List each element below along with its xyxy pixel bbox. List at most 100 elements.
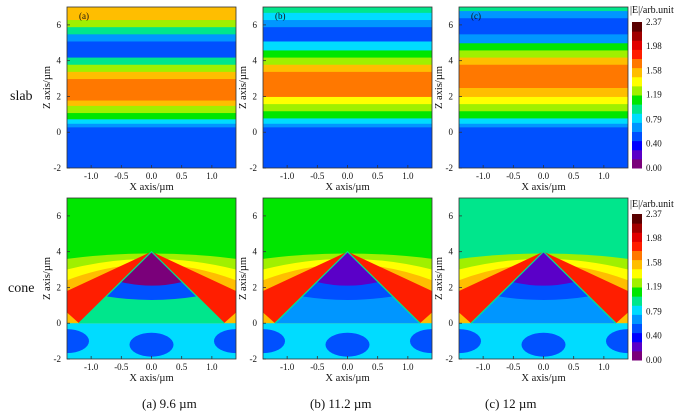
colorbar-tick-label: 1.58 [646,66,662,76]
colorbar-segment [632,350,642,361]
colorbar-segment [632,31,642,41]
panel-label: (c) [471,11,481,21]
y-axis-label: Z axis/µm [42,66,53,109]
field-substrate-minimum [606,329,628,354]
field-band [459,7,628,12]
colorbar-tick-label: 0.00 [646,163,662,173]
field-band [67,118,236,124]
field-band [459,57,628,65]
field-substrate-minimum [521,332,566,357]
y-tick-label: 6 [449,20,454,30]
y-tick-label: 0 [449,318,454,328]
field-band [459,33,628,44]
x-tick-label: 0.5 [372,362,384,372]
field-band [263,19,432,28]
colorbar-tick-label: 0.79 [646,306,662,316]
field-band [459,126,628,168]
y-axis-label: Z axis/µm [238,66,249,109]
field-band [459,96,628,105]
colorbar-segment [632,305,642,315]
x-tick-label: 0.0 [146,171,158,181]
plot-cone-c: -1.0 -0.5 0.0 0.5 1.0 -2 0 2 4 6 X axis/µm Z axis/µ… [434,197,629,384]
y-tick-label: -2 [250,354,258,364]
colorbar-segment [632,241,642,251]
field-band [263,33,432,42]
x-tick-label: 1.0 [206,171,218,181]
field-band [459,64,628,88]
colorbar-title-bottom: |E|/arb.unit [630,199,674,210]
x-axis-label: X axis/µm [129,182,173,193]
colorbar-segment [632,76,642,87]
field-band [263,64,432,72]
y-axis-label: Z axis/µm [434,257,445,300]
y-tick-label: 6 [57,20,62,30]
field-band [263,110,432,119]
y-tick-label: 2 [449,282,454,292]
colorbar-segment [632,40,642,50]
colorbar-segment [632,85,642,96]
y-tick-label: 4 [253,247,258,257]
y-tick-label: 0 [253,127,258,137]
y-tick-label: 0 [57,318,62,328]
field-band [459,110,628,119]
caption-a: (a) 9.6 µm [142,396,197,411]
x-axis-label: X axis/µm [129,373,173,384]
colorbar-segment [632,287,642,297]
colorbar-segment [632,140,642,151]
field-band [67,19,236,28]
field-flank-right [543,251,628,324]
colorbar-tick-label: 2.37 [646,17,662,27]
field-substrate-minimum [459,329,481,354]
x-axis-label: X axis/µm [325,373,369,384]
colorbar-segment [632,296,642,306]
cone-edge [78,250,225,324]
colorbar-tick-label: 0.79 [646,114,662,124]
field-band [67,57,236,65]
colorbar-tick-label: 1.98 [646,233,662,243]
y-tick-label: -2 [446,163,454,173]
y-tick-label: -2 [446,354,454,364]
cone-edge [470,250,617,324]
caption-b: (b) 11.2 µm [310,396,372,411]
cone-tip-minimum [317,251,378,286]
x-tick-label: 0.0 [342,362,354,372]
cone-tip-minimum [513,251,574,286]
x-tick-label: -1.0 [476,171,491,181]
y-tick-label: 6 [57,211,62,221]
y-tick-label: -2 [250,163,258,173]
y-tick-label: 2 [57,282,62,292]
x-tick-label: 1.0 [402,171,414,181]
x-tick-label: -0.5 [114,171,129,181]
x-tick-label: -1.0 [476,362,491,372]
plot-cone-b: -1.0 -0.5 0.0 0.5 1.0 -2 0 2 4 6 X axis/µm Z axis/µ… [238,197,433,384]
plot-slab-c: -1.0 -0.5 0.0 0.5 1.0 -2 0 2 4 6 X axis/µm Z axis/µ… [434,6,629,193]
x-tick-label: 0.0 [538,362,550,372]
caption-c: (c) 12 µm [485,396,537,411]
plot-cone-a: -1.0 -0.5 0.0 0.5 1.0 -2 0 2 4 6 X axis/µm Z axis/µ… [42,197,237,384]
field-band [67,112,236,120]
colorbar-segment [632,314,642,324]
field-band [459,17,628,35]
field-band [67,105,236,114]
x-axis-label: X axis/µm [521,373,565,384]
y-tick-label: 2 [253,91,258,101]
x-tick-label: 0.5 [568,171,580,181]
field-flank-left [67,251,152,324]
colorbar-tick-label: 0.00 [646,355,662,365]
field-substrate-minimum [214,329,236,354]
colorbar-segment [632,268,642,279]
colorbar-tick-label: 0.40 [646,330,662,340]
field-band [67,33,236,42]
field-band [459,10,628,19]
field-band [67,123,236,128]
y-tick-label: 0 [57,127,62,137]
y-tick-label: 6 [253,211,258,221]
colorbar-segment [632,277,642,288]
colorbar-scale: 2.37 1.98 1.58 1.19 0.79 0.40 0.00 [632,17,662,173]
colorbar-segment [632,49,642,59]
colorbar-segment [632,323,642,334]
x-axis-label: X axis/µm [325,182,369,193]
field-band [263,71,432,97]
y-tick-label: -2 [54,354,62,364]
field-band [263,103,432,112]
